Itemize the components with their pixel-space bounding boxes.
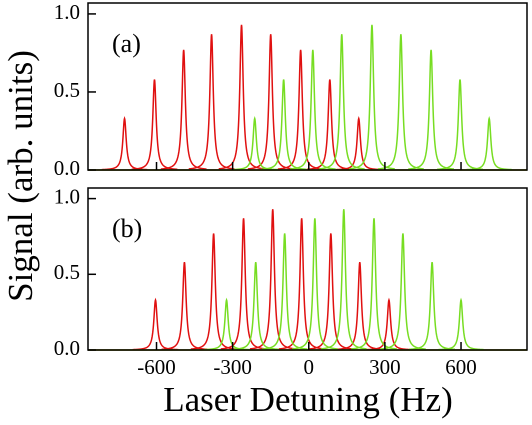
peak (131, 79, 178, 171)
peak (132, 297, 179, 351)
peak (438, 297, 484, 351)
panel-label: (b) (112, 214, 142, 243)
peak (289, 49, 336, 170)
y-axis-label: Signal (arb. units) (1, 50, 40, 302)
peak (260, 79, 307, 171)
peak (335, 116, 382, 171)
x-tick-label: -600 (137, 355, 176, 379)
peak (408, 49, 454, 170)
peak (366, 297, 412, 351)
x-tick-label: 600 (445, 355, 477, 379)
peak (188, 34, 235, 170)
peak (160, 49, 207, 170)
x-tick-label: 300 (369, 355, 401, 379)
x-tick-label: -300 (213, 355, 252, 379)
y-tick-label: 1.0 (54, 184, 80, 208)
peak (466, 116, 513, 171)
y-tick-label: 1.0 (54, 0, 80, 24)
x-axis-label: Laser Detuning (Hz) (163, 380, 453, 419)
peak (203, 297, 250, 351)
peak (437, 79, 483, 171)
plot-frame (87, 2, 528, 171)
peak (377, 34, 424, 170)
peak (409, 262, 455, 351)
peak (101, 116, 148, 171)
plot-frame (87, 187, 528, 351)
peak (231, 116, 278, 171)
peak (320, 209, 367, 350)
panel-label: (a) (112, 29, 141, 58)
y-tick-label: 0.0 (54, 336, 80, 360)
peak (161, 262, 208, 351)
y-tick-label: 0.5 (54, 260, 80, 284)
y-tick-label: 0.0 (54, 156, 80, 180)
peak (232, 262, 279, 351)
x-tick-label: 0 (304, 355, 315, 379)
y-tick-label: 0.5 (54, 78, 80, 102)
